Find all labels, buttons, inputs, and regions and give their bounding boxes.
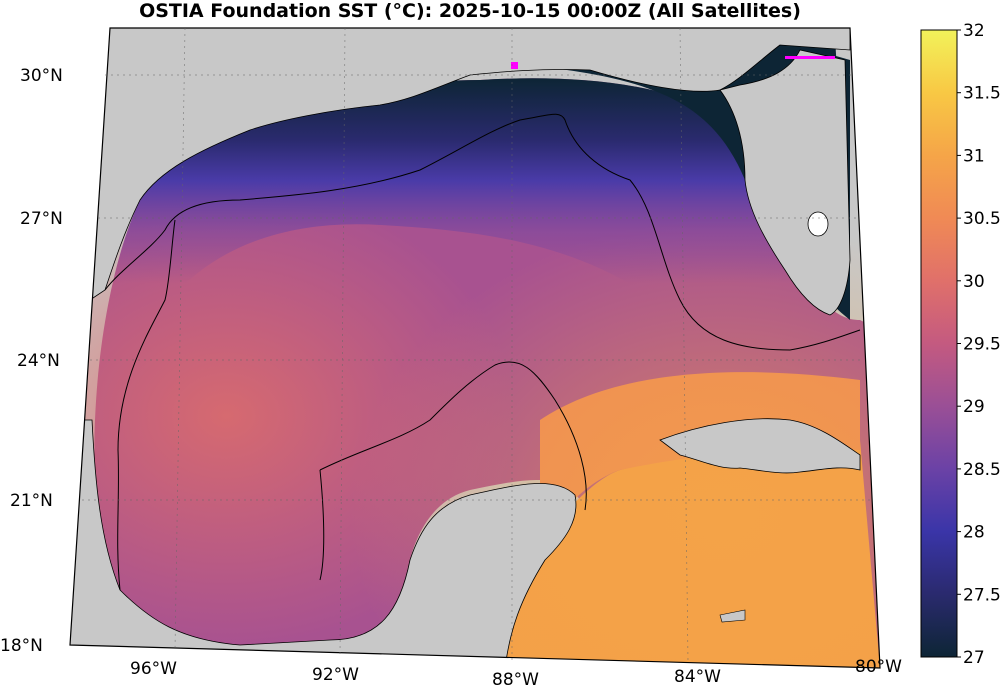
- cuba-land: [659, 418, 861, 474]
- lat-label-27n: 27°N: [20, 209, 63, 229]
- lat-label-21n: 21°N: [10, 491, 53, 511]
- colorbar-tick-label: 32: [963, 21, 985, 41]
- data-flag-marker: [785, 56, 835, 59]
- colorbar: [920, 29, 958, 658]
- colorbar-tick-label: 28: [963, 523, 985, 543]
- lake-okeechobee: [807, 211, 829, 237]
- colorbar-ticks: 27 27.5 28 28.5 29 29.5 30 30.5 31 31.5 32: [957, 21, 1001, 668]
- colorbar-tick-label: 29.5: [963, 335, 1001, 355]
- lat-label-30n: 30°N: [20, 66, 63, 86]
- longitude-labels: 96°W 92°W 88°W 84°W 80°W: [130, 657, 902, 688]
- lon-label-96w: 96°W: [130, 659, 177, 679]
- latitude-labels: 30°N 27°N 24°N 21°N 18°N: [0, 66, 63, 656]
- lon-label-88w: 88°W: [492, 670, 539, 688]
- graticule: [82, 27, 872, 663]
- northern-shelf-water: [95, 78, 860, 420]
- lon-label-80w: 80°W: [855, 657, 902, 677]
- colorbar-tick-label: 30: [963, 272, 985, 292]
- mexico-land: [70, 419, 577, 668]
- colorbar-tick-label: 27.5: [963, 585, 1001, 605]
- lon-label-84w: 84°W: [674, 667, 721, 687]
- map-title: OSTIA Foundation SST (°C): 2025-10-15 00…: [139, 0, 801, 22]
- lat-label-18n: 18°N: [0, 636, 43, 656]
- eez-boundary-line-south: [117, 219, 587, 591]
- colorbar-tick-label: 30.5: [963, 209, 1001, 229]
- eez-boundary-line: [104, 113, 861, 351]
- map-frame: [69, 27, 881, 669]
- data-flag-marker: [511, 62, 518, 69]
- colorbar-tick-label: 31.5: [963, 84, 1001, 104]
- colorbar-tick-label: 29: [963, 397, 985, 417]
- isle-of-youth: [719, 609, 746, 623]
- us-gulf-coast-land: [84, 28, 851, 301]
- lon-label-92w: 92°W: [312, 665, 359, 685]
- colorbar-tick-label: 27: [963, 648, 985, 668]
- colorbar-tick-label: 28.5: [963, 460, 1001, 480]
- lat-label-24n: 24°N: [17, 351, 60, 371]
- colorbar-tick-label: 31: [963, 146, 985, 166]
